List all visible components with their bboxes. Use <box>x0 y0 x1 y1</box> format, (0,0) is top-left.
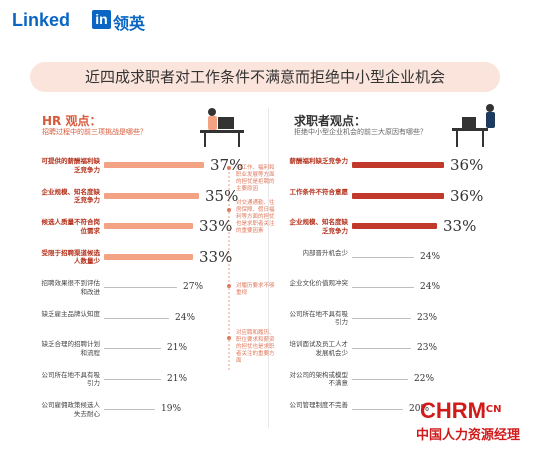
category-label: 对公司的架构或模型不满意 <box>289 370 349 388</box>
bar <box>104 348 161 349</box>
jobseeker-desk-illustration <box>452 104 495 147</box>
linkedin-wordmark: Linked <box>12 10 71 30</box>
category-label: 候选人质量不符合岗位需求 <box>41 218 101 235</box>
chrm-watermark-suffix: .CN <box>482 404 502 415</box>
value-label: 24% <box>420 282 441 292</box>
chrm-watermark: CHRM <box>420 398 486 423</box>
title-banner <box>30 62 500 92</box>
value-label: 19% <box>161 404 182 414</box>
linkedin-in-icon: in <box>92 10 111 29</box>
person-body <box>486 112 495 128</box>
bar <box>104 253 193 260</box>
value-label: 33% <box>443 217 477 235</box>
desk-leg <box>482 131 484 147</box>
person-body <box>208 116 217 130</box>
bar <box>352 162 444 168</box>
hr-subtitle: 招聘过程中的前三项挑战是哪些？ <box>42 128 147 136</box>
value-label: 27% <box>183 282 204 292</box>
category-label: 招聘效果很不到评估和改进 <box>41 279 101 296</box>
category-label: 公司管理制度不完善 <box>289 401 349 409</box>
jobseeker-subtitle: 拒绝中小型企业机会的前三大原因有哪些？ <box>294 128 427 136</box>
desk-top <box>452 128 488 131</box>
jobseeker-heading: 求职者观点： <box>294 114 367 128</box>
bar <box>104 223 193 229</box>
category-label: 企业文化价值观冲突 <box>289 279 349 287</box>
bar <box>104 378 161 380</box>
note-4: 对应聘和履历、职位要求和薪资的担忧也是求职者关注的重要方面 <box>236 330 275 364</box>
connector-dot <box>227 284 231 288</box>
value-label: 36% <box>450 156 484 174</box>
value-label: 21% <box>167 373 188 384</box>
bar <box>352 192 444 199</box>
chrm-watermark-tagline: 中国人力资源经理 <box>416 428 521 443</box>
bar <box>352 287 414 288</box>
value-label: 23% <box>417 312 438 323</box>
category-label: 工作条件不符合意愿 <box>289 187 349 196</box>
person-head <box>486 104 494 112</box>
value-label: 24% <box>420 251 441 262</box>
category-label: 企业规模、知名度缺乏竞争力 <box>41 187 101 205</box>
note-1: 对工作、福利和职业发展等方面的担忧是拒聘的主要原因 <box>236 165 275 192</box>
connector-dot <box>227 208 231 212</box>
desk-top <box>200 130 244 133</box>
note-3: 对履历要求不够重视 <box>236 283 275 296</box>
hr-desk-illustration <box>200 108 244 147</box>
category-label: 公司所在地不具有吸引力 <box>289 309 349 327</box>
category-label: 公司雇佣政策候选人失去耐心 <box>41 401 101 418</box>
category-label: 受限于招聘渠道候选人数量少 <box>41 248 101 266</box>
category-label: 缺乏合理的招聘计划和流程 <box>41 340 101 357</box>
desk-leg <box>238 133 240 147</box>
panel-divider <box>268 108 269 428</box>
value-label: 21% <box>167 343 188 353</box>
value-label: 33% <box>199 217 233 235</box>
bar <box>352 348 411 349</box>
value-label: 37% <box>210 156 244 174</box>
bar <box>104 192 199 199</box>
laptop-screen <box>218 117 234 129</box>
category-label: 缺乏雇主品牌认知度 <box>41 309 101 318</box>
bar <box>352 223 437 229</box>
note-2: 对交通通勤、住房保障、假日福利等方面的担忧也是求职者关注的重要因素 <box>236 200 275 234</box>
bar <box>104 409 155 410</box>
connector-dot <box>227 166 231 170</box>
bar <box>352 256 414 258</box>
page-title: 近四成求职者对工作条件不满意而拒绝中小型企业机会 <box>84 68 445 86</box>
bar <box>104 287 177 288</box>
category-label: 薪酬福利缺乏竞争力 <box>289 157 349 165</box>
desk-leg <box>204 133 206 147</box>
hr-heading: HR 观点： <box>42 114 102 128</box>
value-label: 20% <box>409 404 430 414</box>
category-label: 公司所在地不具有吸引力 <box>41 370 101 388</box>
bar <box>352 317 411 319</box>
bar <box>352 409 403 410</box>
bar <box>104 162 204 168</box>
value-label: 24% <box>175 312 196 323</box>
person-head <box>208 108 216 116</box>
laptop-screen <box>462 117 476 128</box>
category-label: 可提供的薪酬福利缺乏竞争力 <box>41 157 101 174</box>
value-label: 22% <box>414 373 435 384</box>
value-label: 23% <box>417 343 438 353</box>
bar <box>352 378 408 380</box>
category-label: 培训面试及员工人才发展机会少 <box>289 340 349 357</box>
bar <box>104 317 169 319</box>
value-label: 36% <box>450 186 484 205</box>
brand-chinese-name: 领英 <box>113 14 146 33</box>
connector-dot <box>227 336 231 340</box>
value-label: 33% <box>199 247 233 266</box>
notes-connector <box>227 166 231 370</box>
category-label: 企业规模、知名度缺乏竞争力 <box>289 218 349 235</box>
category-label: 内部晋升机会少 <box>302 248 349 257</box>
desk-leg <box>456 131 458 147</box>
value-label: 35% <box>205 186 239 205</box>
